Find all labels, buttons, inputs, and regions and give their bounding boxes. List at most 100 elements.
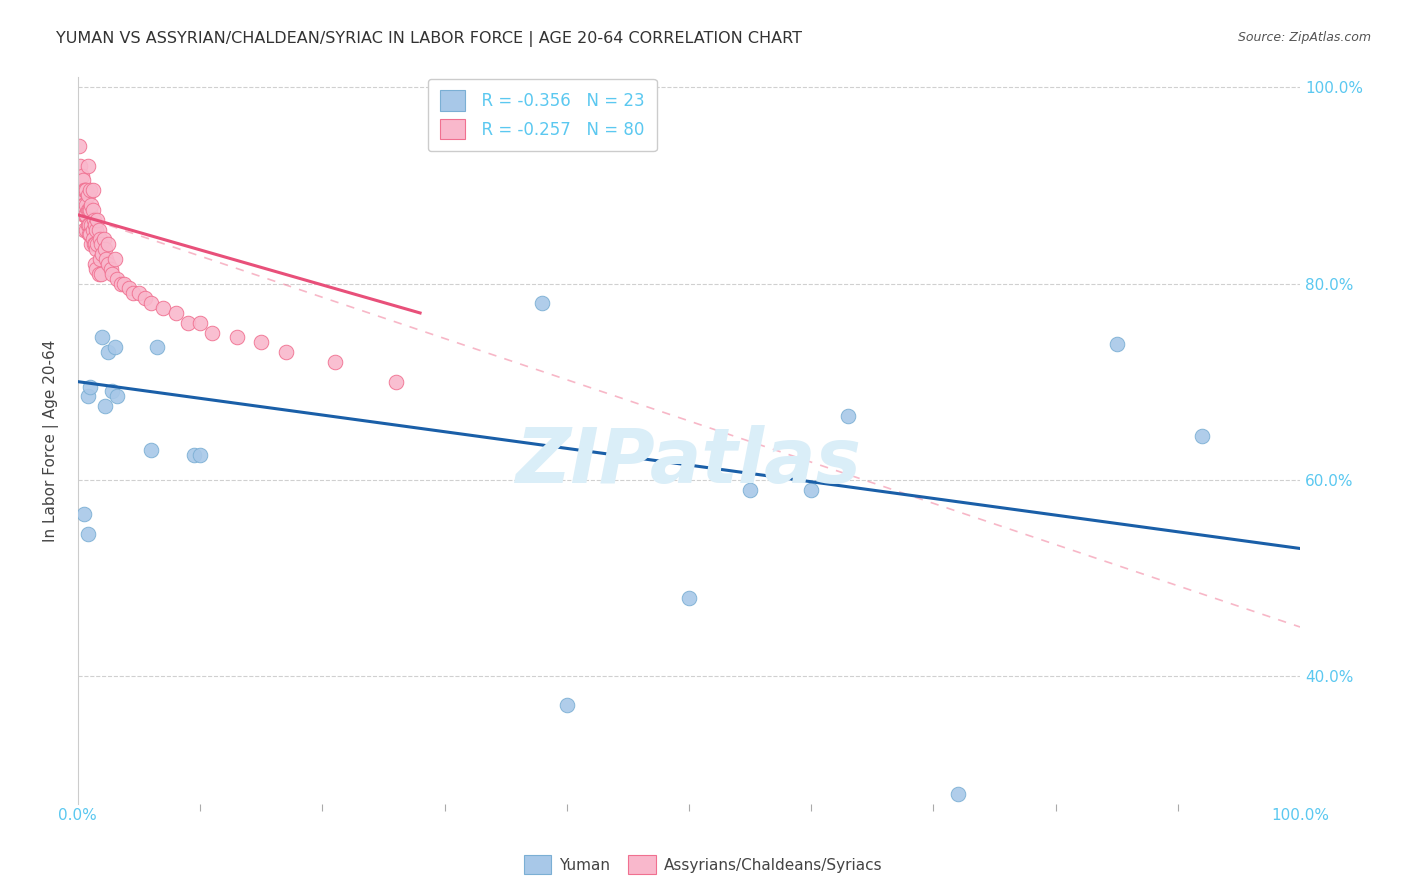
Point — [77, 202, 100, 217]
Point — [73, 208, 96, 222]
Point — [201, 326, 224, 340]
Point — [188, 316, 211, 330]
Point — [84, 242, 107, 256]
Point — [87, 267, 110, 281]
Point — [183, 448, 205, 462]
Point — [70, 202, 93, 217]
Point — [250, 335, 273, 350]
Point — [141, 296, 163, 310]
Point — [384, 375, 406, 389]
Point — [84, 261, 107, 276]
Point — [91, 330, 114, 344]
Point — [79, 379, 101, 393]
Point — [165, 306, 187, 320]
Point — [323, 355, 346, 369]
Point — [87, 222, 110, 236]
Point — [152, 301, 174, 315]
Point — [1105, 337, 1128, 351]
Point — [177, 316, 200, 330]
Point — [118, 281, 141, 295]
Point — [72, 173, 94, 187]
Point — [82, 202, 104, 217]
Point — [80, 237, 103, 252]
Point — [134, 291, 156, 305]
Point — [274, 345, 297, 359]
Point — [531, 296, 554, 310]
Point — [67, 139, 90, 153]
Point — [141, 443, 163, 458]
Point — [75, 183, 97, 197]
Point — [86, 237, 108, 252]
Point — [83, 237, 105, 252]
Point — [89, 252, 111, 266]
Point — [73, 198, 96, 212]
Point — [80, 198, 103, 212]
Point — [84, 237, 107, 252]
Point — [94, 399, 117, 413]
Point — [101, 267, 124, 281]
Point — [84, 257, 107, 271]
Point — [97, 257, 120, 271]
Point — [103, 340, 125, 354]
Text: Source: ZipAtlas.com: Source: ZipAtlas.com — [1237, 31, 1371, 45]
Point — [94, 252, 117, 266]
Point — [97, 345, 120, 359]
Point — [82, 183, 104, 197]
Point — [112, 277, 135, 291]
Point — [76, 526, 98, 541]
Point — [79, 183, 101, 197]
Point — [110, 277, 132, 291]
Point — [188, 448, 211, 462]
Point — [93, 232, 115, 246]
Point — [79, 202, 101, 217]
Point — [86, 212, 108, 227]
Point — [82, 232, 104, 246]
Text: YUMAN VS ASSYRIAN/CHALDEAN/SYRIAC IN LABOR FORCE | AGE 20-64 CORRELATION CHART: YUMAN VS ASSYRIAN/CHALDEAN/SYRIAC IN LAB… — [56, 31, 803, 47]
Point — [69, 159, 91, 173]
Point — [90, 237, 112, 252]
Point — [225, 330, 247, 344]
Point — [75, 202, 97, 217]
Point — [72, 198, 94, 212]
Point — [80, 218, 103, 232]
Point — [76, 159, 98, 173]
Y-axis label: In Labor Force | Age 20-64: In Labor Force | Age 20-64 — [44, 339, 59, 541]
Point — [79, 227, 101, 242]
Point — [69, 188, 91, 202]
Legend: Yuman, Assyrians/Chaldeans/Syriacs: Yuman, Assyrians/Chaldeans/Syriacs — [517, 849, 889, 880]
Point — [146, 340, 169, 354]
Point — [100, 261, 122, 276]
Legend:   R = -0.356   N = 23,   R = -0.257   N = 80: R = -0.356 N = 23, R = -0.257 N = 80 — [427, 78, 657, 151]
Point — [738, 483, 761, 497]
Point — [91, 247, 114, 261]
Point — [105, 271, 128, 285]
Point — [75, 222, 97, 236]
Point — [76, 202, 98, 217]
Point — [70, 169, 93, 183]
Point — [1191, 428, 1213, 442]
Point — [77, 218, 100, 232]
Point — [75, 183, 97, 197]
Text: ZIPatlas: ZIPatlas — [516, 425, 862, 500]
Point — [837, 409, 859, 423]
Point — [946, 787, 969, 801]
Point — [97, 237, 120, 252]
Point — [84, 222, 107, 236]
Point — [70, 193, 93, 207]
Point — [101, 384, 124, 399]
Point — [73, 222, 96, 236]
Point — [72, 202, 94, 217]
Point — [76, 188, 98, 202]
Point — [84, 218, 107, 232]
Point — [75, 198, 97, 212]
Point — [76, 218, 98, 232]
Point — [90, 267, 112, 281]
Point — [678, 591, 700, 605]
Point — [83, 212, 105, 227]
Point — [75, 208, 97, 222]
Point — [75, 208, 97, 222]
Point — [89, 232, 111, 246]
Point — [121, 286, 143, 301]
Point — [77, 227, 100, 242]
Point — [73, 183, 96, 197]
